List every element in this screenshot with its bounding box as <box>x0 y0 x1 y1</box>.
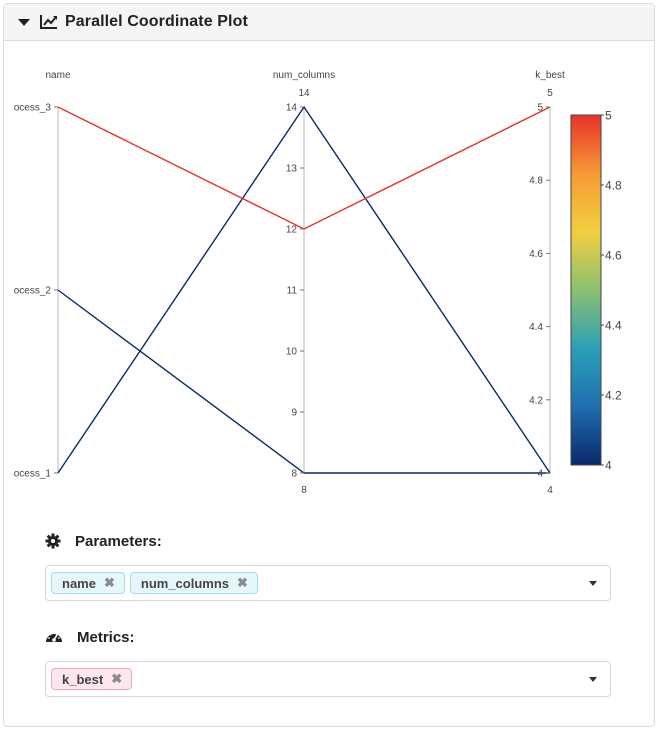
line-chart-icon <box>40 15 57 29</box>
chip-num-columns: num_columns ✖ <box>129 572 258 594</box>
dashboard-icon <box>46 632 62 642</box>
axis-tick-label: 4.6 <box>529 249 543 260</box>
dropdown-arrow-icon[interactable] <box>589 677 597 682</box>
axis-tick-label: 9 <box>291 408 297 419</box>
colorbar-tick-label: 5 <box>605 109 612 123</box>
axis-tick-label: 11 <box>287 286 298 297</box>
chip-label: num_columns <box>140 575 229 591</box>
axis-max-label: 5 <box>547 88 553 99</box>
metrics-select[interactable]: k_best ✖ <box>45 661 611 697</box>
parallel-coordinate-card: Parallel Coordinate Plot <box>3 3 655 727</box>
card-title: Parallel Coordinate Plot <box>65 13 248 30</box>
remove-chip-icon[interactable]: ✖ <box>237 575 248 590</box>
metrics-section: Metrics: k_best ✖ <box>45 626 613 697</box>
parameters-label: Parameters: <box>45 530 613 552</box>
axis-title-name[interactable]: name <box>45 70 70 81</box>
metrics-label: Metrics: <box>45 626 613 648</box>
axis-tick-label: 4.8 <box>529 176 543 187</box>
axis-min-label: 8 <box>301 485 307 496</box>
axis-min-label: 4 <box>547 485 553 496</box>
axis-tick-label: 4.4 <box>529 322 543 333</box>
chip-label: name <box>62 575 96 591</box>
card-header[interactable]: Parallel Coordinate Plot <box>4 4 654 41</box>
chip-k-best: k_best ✖ <box>51 668 133 690</box>
remove-chip-icon[interactable]: ✖ <box>111 671 123 686</box>
chip-name: name ✖ <box>51 572 125 594</box>
parameters-section: Parameters: name ✖ num_columns ✖ <box>45 530 613 601</box>
axis-max-label: 14 <box>298 88 310 99</box>
axis-title-num_columns[interactable]: num_columns <box>273 70 335 81</box>
colorbar <box>570 114 602 466</box>
axis-title-k_best[interactable]: k_best <box>535 70 565 81</box>
colorbar-tick-label: 4 <box>605 459 612 473</box>
axis-tick-label: 4 <box>537 469 543 480</box>
axis-tick-label: ocess_2 <box>14 286 52 297</box>
axis-tick-label: 5 <box>537 103 543 114</box>
colorbar-tick-label: 4.4 <box>605 319 622 333</box>
axis-tick-label: 12 <box>286 225 298 236</box>
dropdown-arrow-icon[interactable] <box>589 581 597 586</box>
colorbar-tick-label: 4.8 <box>605 179 622 193</box>
chip-label: k_best <box>62 671 104 687</box>
axis-tick-label: 8 <box>291 469 297 480</box>
parameters-select[interactable]: name ✖ num_columns ✖ <box>45 565 611 601</box>
metrics-label-text: Metrics: <box>77 628 135 646</box>
caret-down-icon[interactable] <box>18 18 30 26</box>
gear-icon <box>45 533 61 549</box>
axis-tick-label: 14 <box>286 103 298 114</box>
axis-tick-label: ocess_3 <box>14 103 52 114</box>
parameters-label-text: Parameters: <box>75 532 162 550</box>
colorbar-tick-label: 4.2 <box>605 389 622 403</box>
axis-tick-label: 4.2 <box>529 395 543 406</box>
axis-tick-label: 13 <box>286 164 298 175</box>
remove-chip-icon[interactable]: ✖ <box>103 575 115 590</box>
axis-tick-label: ocess_1 <box>14 469 52 480</box>
colorbar-tick-label: 4.6 <box>605 249 622 263</box>
axis-tick-label: 10 <box>286 347 298 358</box>
